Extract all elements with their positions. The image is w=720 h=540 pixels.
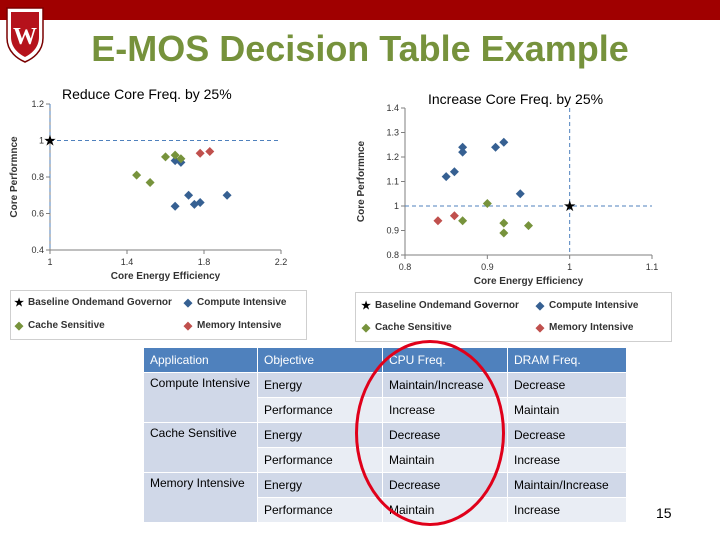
legend-item-compute: ◆ Compute Intensive	[535, 300, 639, 312]
compute-intensive-point	[458, 142, 468, 152]
dram-freq-cell: Increase	[507, 447, 627, 473]
star-icon: ★	[361, 300, 371, 312]
objective-cell: Energy	[257, 472, 383, 498]
legend-item-memory: ◆ Memory Intensive	[535, 322, 634, 334]
memory-intensive-point	[205, 146, 215, 156]
legend-item-baseline: ★ Baseline Ondemand Governor	[14, 297, 172, 309]
page-title: E-MOS Decision Table Example	[91, 28, 629, 69]
y-tick-label: 0.8	[31, 172, 44, 182]
x-tick-label: 1.1	[646, 262, 659, 272]
header-dram-freq: DRAM Freq.	[507, 347, 627, 373]
cache-sensitive-point	[482, 199, 492, 209]
application-cell: Compute Intensive	[143, 372, 258, 423]
y-tick-label: 0.6	[31, 209, 44, 219]
diamond-icon: ◆	[361, 322, 371, 334]
x-tick-label: 1.4	[121, 257, 134, 267]
legend-item-baseline: ★ Baseline Ondemand Governor	[361, 300, 519, 312]
cache-sensitive-point	[499, 228, 509, 238]
diamond-icon: ◆	[535, 300, 545, 312]
cache-sensitive-point	[145, 177, 155, 187]
left-scatter-chart: 1 1.4 1.8 2.2 0.4 0.6 0.8 1 1.2 Core Energy Effic…	[9, 99, 288, 282]
x-tick-label: 1	[47, 257, 52, 267]
top-banner	[0, 0, 720, 20]
x-tick-label: 1.8	[198, 257, 211, 267]
y-axis-title: Core Performnce	[9, 136, 20, 218]
university-crest-logo: W	[6, 7, 44, 63]
y-tick-label: 0.8	[386, 250, 399, 260]
legend-item-cache: ◆ Cache Sensitive	[361, 322, 452, 334]
compute-intensive-point	[170, 201, 180, 211]
cache-sensitive-point	[499, 218, 509, 228]
dram-freq-cell: Decrease	[507, 422, 627, 448]
compute-intensive-point	[515, 189, 525, 199]
left-legend: ★ Baseline Ondemand Governor ◆ Compute Int…	[10, 290, 307, 340]
header-application: Application	[143, 347, 258, 373]
y-tick-label: 1	[394, 201, 399, 211]
y-tick-label: 0.9	[386, 226, 399, 236]
y-tick-label: 1.2	[386, 152, 399, 162]
star-icon: ★	[14, 297, 24, 309]
y-tick-label: 1.4	[386, 103, 399, 113]
baseline-star-point: ★	[43, 132, 56, 150]
y-tick-label: 1.2	[31, 99, 44, 109]
x-tick-label: 1	[567, 262, 572, 272]
cache-sensitive-point	[458, 216, 468, 226]
compute-intensive-point	[499, 137, 509, 147]
legend-item-compute: ◆ Compute Intensive	[183, 297, 287, 309]
legend-item-memory: ◆ Memory Intensive	[183, 320, 282, 332]
cache-sensitive-point	[161, 152, 170, 162]
right-legend: ★ Baseline Ondemand Governor ◆ Compute Int…	[355, 292, 672, 342]
left-chart-title: Reduce Core Freq. by 25%	[62, 86, 232, 102]
compute-intensive-point	[222, 190, 232, 200]
objective-cell: Energy	[257, 422, 383, 448]
y-tick-label: 1.3	[386, 128, 399, 138]
diamond-icon: ◆	[183, 297, 193, 309]
memory-intensive-point	[195, 148, 205, 158]
x-axis-title: Core Energy Efficiency	[474, 276, 584, 287]
y-tick-label: 1.1	[386, 177, 399, 187]
cpu-freq-cell: Decrease	[382, 422, 508, 448]
highlight-circle	[355, 340, 505, 526]
diamond-icon: ◆	[183, 320, 193, 332]
application-cell: Memory Intensive	[143, 472, 258, 523]
memory-intensive-point	[433, 216, 443, 226]
dram-freq-cell: Maintain	[507, 397, 627, 423]
compute-intensive-point	[441, 172, 451, 182]
y-tick-label: 0.4	[31, 245, 44, 255]
dram-freq-cell: Maintain/Increase	[507, 472, 627, 498]
objective-cell: Performance	[257, 497, 383, 523]
cache-sensitive-point	[170, 150, 180, 160]
compute-intensive-point	[449, 167, 459, 177]
legend-item-cache: ◆ Cache Sensitive	[14, 320, 105, 332]
x-axis-title: Core Energy Efficiency	[111, 271, 221, 282]
dram-freq-cell: Increase	[507, 497, 627, 523]
cache-sensitive-point	[176, 154, 186, 164]
compute-intensive-point	[184, 190, 194, 200]
compute-intensive-point	[195, 198, 205, 208]
diamond-icon: ◆	[535, 322, 545, 334]
x-tick-label: 2.2	[275, 257, 288, 267]
cache-sensitive-point	[524, 221, 533, 231]
x-tick-label: 0.8	[399, 262, 412, 272]
cache-sensitive-point	[132, 170, 142, 180]
baseline-star-point: ★	[563, 197, 576, 215]
diamond-icon: ◆	[14, 320, 24, 332]
logo-letter: W	[13, 24, 37, 50]
compute-intensive-point	[491, 142, 501, 152]
dram-freq-cell: Decrease	[507, 372, 627, 398]
y-tick-label: 1	[39, 136, 44, 146]
memory-intensive-point	[449, 211, 459, 221]
header-objective: Objective	[257, 347, 383, 373]
right-scatter-chart: 0.8 0.9 1 1.1 0.8 0.9 1 1.1 1.2 1.3 1.4 Core Energy…	[356, 103, 659, 287]
right-chart-title: Increase Core Freq. by 25%	[428, 91, 604, 107]
application-cell: Cache Sensitive	[143, 422, 258, 473]
compute-intensive-point	[458, 147, 468, 157]
y-axis-title: Core Performnce	[356, 140, 367, 222]
page-number: 15	[656, 505, 672, 521]
x-tick-label: 0.9	[481, 262, 494, 272]
